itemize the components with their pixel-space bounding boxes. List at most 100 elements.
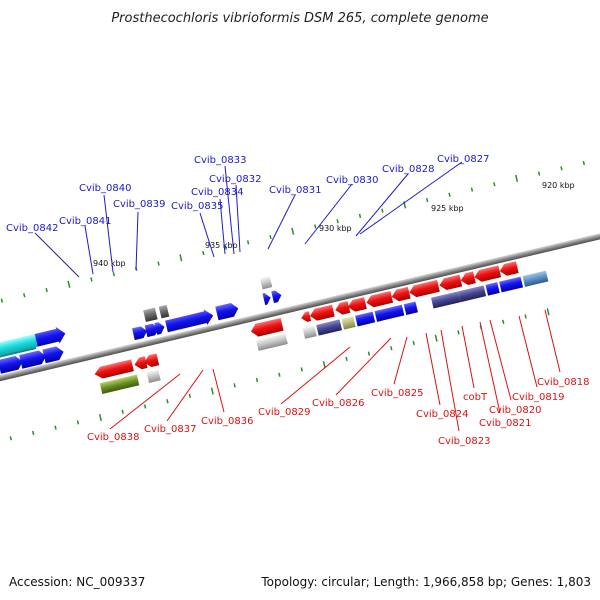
- gene-label[interactable]: Cvib_0825: [371, 388, 423, 399]
- gene-label[interactable]: Cvib_0818: [537, 377, 589, 388]
- gene-arrow[interactable]: [133, 356, 148, 370]
- gene-arrow[interactable]: [146, 369, 161, 383]
- scale-tick: [179, 254, 183, 262]
- scale-tick: [112, 272, 115, 277]
- gene-arrow[interactable]: [271, 289, 283, 304]
- scale-tick: [412, 340, 415, 346]
- scale-tick: [224, 245, 227, 250]
- scale-tick: [470, 187, 474, 192]
- gene-arrow[interactable]: [249, 317, 284, 338]
- gene-label[interactable]: Cvib_0835: [171, 201, 223, 212]
- gene-arrow[interactable]: [256, 333, 288, 351]
- gene-arrow[interactable]: [215, 302, 240, 321]
- scale-tick: [23, 293, 26, 298]
- scale-tick: [300, 367, 303, 372]
- scale-tick: [45, 287, 48, 293]
- gene-arrow[interactable]: [143, 353, 160, 368]
- gene-arrow[interactable]: [0, 355, 24, 374]
- gene-arrow[interactable]: [143, 307, 158, 323]
- leader-line: [425, 332, 441, 406]
- leader-line: [103, 194, 114, 273]
- gene-arrow[interactable]: [485, 282, 500, 296]
- scale-tick: [345, 356, 348, 361]
- gene-label[interactable]: Cvib_0837: [144, 424, 196, 435]
- scale-tick: [546, 308, 550, 316]
- gene-arrow[interactable]: [154, 321, 166, 335]
- gene-arrow[interactable]: [300, 311, 312, 323]
- gene-arrow[interactable]: [93, 359, 134, 380]
- leader-line: [489, 319, 512, 401]
- gene-label[interactable]: Cvib_0826: [312, 398, 364, 409]
- gene-arrow[interactable]: [262, 292, 272, 306]
- gene-arrow[interactable]: [403, 301, 418, 315]
- gene-arrow[interactable]: [316, 319, 343, 336]
- gene-label[interactable]: Cvib_0819: [512, 392, 564, 403]
- gene-arrow[interactable]: [431, 291, 461, 309]
- gene-arrow[interactable]: [260, 276, 273, 290]
- gene-arrow[interactable]: [522, 270, 549, 287]
- gene-label[interactable]: Cvib_0824: [416, 409, 468, 420]
- scale-tick: [233, 383, 236, 388]
- gene-label[interactable]: Cvib_0828: [382, 164, 434, 175]
- scale-tick: [367, 351, 371, 356]
- gene-label[interactable]: Cvib_0841: [59, 216, 111, 227]
- gene-arrow[interactable]: [334, 301, 351, 316]
- gene-label[interactable]: Cvib_0829: [258, 407, 310, 418]
- gene-label[interactable]: cobT: [463, 392, 488, 403]
- gene-arrow[interactable]: [473, 265, 502, 283]
- gene-label[interactable]: Cvib_0838: [87, 432, 139, 443]
- gene-arrow[interactable]: [132, 325, 148, 341]
- gene-label[interactable]: Cvib_0820: [489, 405, 541, 416]
- gene-label[interactable]: Cvib_0831: [269, 185, 321, 196]
- gene-label[interactable]: Cvib_0832: [209, 174, 261, 185]
- gene-label[interactable]: Cvib_0839: [113, 199, 165, 210]
- scale-tick: [98, 413, 102, 422]
- gene-arrow[interactable]: [408, 279, 440, 299]
- gene-arrow[interactable]: [309, 304, 335, 322]
- gene-label[interactable]: Cvib_0842: [6, 223, 58, 234]
- gene-arrow[interactable]: [374, 304, 405, 322]
- scale-tick: [166, 399, 169, 404]
- gene-arrow[interactable]: [19, 349, 48, 369]
- genome-backbone: [0, 198, 600, 411]
- gene-arrow[interactable]: [347, 297, 367, 313]
- leader-line: [34, 232, 80, 278]
- gene-label[interactable]: Cvib_0833: [194, 155, 246, 166]
- gene-arrow[interactable]: [365, 290, 394, 309]
- gene-arrow[interactable]: [498, 261, 519, 277]
- leader-line: [335, 337, 392, 396]
- gene-arrow[interactable]: [458, 285, 487, 303]
- leader-line: [219, 198, 226, 255]
- gene-arrow[interactable]: [438, 274, 463, 292]
- gene-label[interactable]: Cvib_0823: [438, 436, 490, 447]
- accession-text: Accession: NC_009337: [9, 575, 145, 589]
- scale-tick: [67, 280, 71, 288]
- leader-line: [212, 368, 225, 413]
- gene-label[interactable]: Cvib_0836: [201, 416, 253, 427]
- gene-arrow[interactable]: [302, 325, 317, 339]
- gene-arrow[interactable]: [355, 311, 376, 327]
- gene-arrow[interactable]: [34, 325, 67, 348]
- gene-arrow[interactable]: [42, 345, 65, 364]
- scale-tick-label: 935 kbp: [205, 241, 238, 250]
- gene-arrow[interactable]: [158, 304, 170, 319]
- scale-tick: [157, 261, 160, 266]
- scale-tick: [121, 409, 124, 414]
- gene-arrow[interactable]: [99, 374, 140, 394]
- gene-arrow[interactable]: [165, 308, 215, 335]
- gene-label[interactable]: Cvib_0827: [437, 154, 489, 165]
- leader-line: [224, 165, 235, 255]
- gene-arrow[interactable]: [390, 286, 411, 303]
- gene-label[interactable]: Cvib_0821: [479, 418, 531, 429]
- gene-label[interactable]: Cvib_0840: [79, 183, 131, 194]
- scale-tick: [0, 298, 4, 303]
- reverse-strand-genes: [93, 261, 549, 394]
- gene-arrow[interactable]: [499, 276, 524, 293]
- gene-arrow[interactable]: [341, 316, 356, 330]
- gene-arrow[interactable]: [144, 322, 160, 338]
- gene-label[interactable]: Cvib_0834: [191, 187, 243, 198]
- forward-strand-genes: [0, 276, 283, 385]
- gene-label[interactable]: Cvib_0830: [326, 175, 378, 186]
- scale-tick: [143, 404, 147, 409]
- gene-arrow[interactable]: [459, 271, 476, 286]
